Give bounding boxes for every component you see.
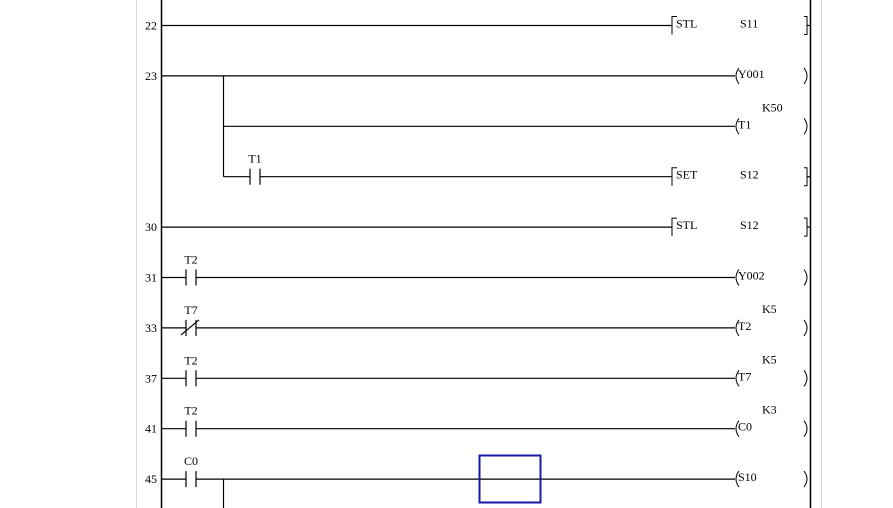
contact-device: C0 [184, 454, 198, 468]
contact-device: T2 [184, 404, 197, 418]
cursor-box[interactable] [478, 454, 542, 504]
coil-open [735, 67, 740, 85]
coil-open [735, 370, 740, 387]
coil-close [803, 118, 808, 135]
coil-open [735, 470, 740, 488]
coil-close [803, 420, 808, 437]
step-number: 45 [145, 472, 157, 486]
instruction-bracket-open [671, 217, 677, 237]
step-number: 31 [145, 271, 157, 285]
coil-constant: K5 [762, 302, 777, 316]
coil-device: Y001 [738, 67, 765, 81]
coil-open [735, 420, 740, 437]
coil-close [803, 67, 808, 85]
instruction-arg: S11 [740, 17, 758, 31]
coil-device: S10 [738, 470, 757, 484]
nc-contact-slash [180, 319, 200, 336]
coil-constant: K3 [762, 403, 777, 417]
coil-close [803, 319, 808, 337]
coil-constant: K5 [762, 352, 777, 366]
instruction-bracket-close [804, 16, 808, 35]
coil-open [735, 118, 740, 135]
instruction-arg: S12 [740, 218, 759, 232]
step-number: 37 [145, 371, 157, 385]
instruction-op: SET [676, 168, 698, 182]
coil-device: T7 [738, 369, 751, 383]
step-number: 33 [145, 321, 157, 335]
instruction-arg: S12 [740, 168, 759, 182]
coil-device: T1 [738, 117, 751, 131]
contact-device: T1 [248, 152, 261, 166]
instruction-op: STL [676, 17, 697, 31]
step-number: 30 [145, 220, 157, 234]
coil-close [803, 269, 808, 286]
contact-device: T2 [184, 253, 197, 267]
instruction-bracket-open [671, 16, 677, 35]
coil-device: C0 [738, 420, 752, 434]
coil-close [803, 370, 808, 387]
step-number: 41 [145, 422, 157, 436]
contact-device: T2 [184, 353, 197, 367]
instruction-bracket-close [804, 167, 808, 187]
coil-constant: K50 [762, 100, 783, 114]
step-number: 23 [145, 69, 157, 83]
instruction-bracket-close [804, 217, 808, 237]
step-number: 22 [145, 19, 157, 33]
coil-device: T2 [738, 319, 751, 333]
coil-close [803, 470, 808, 488]
instruction-op: STL [676, 218, 697, 232]
instruction-bracket-open [671, 167, 677, 186]
coil-open [735, 269, 740, 286]
coil-open [735, 319, 740, 337]
coil-device: Y002 [738, 269, 765, 283]
contact-device: T7 [184, 303, 197, 317]
